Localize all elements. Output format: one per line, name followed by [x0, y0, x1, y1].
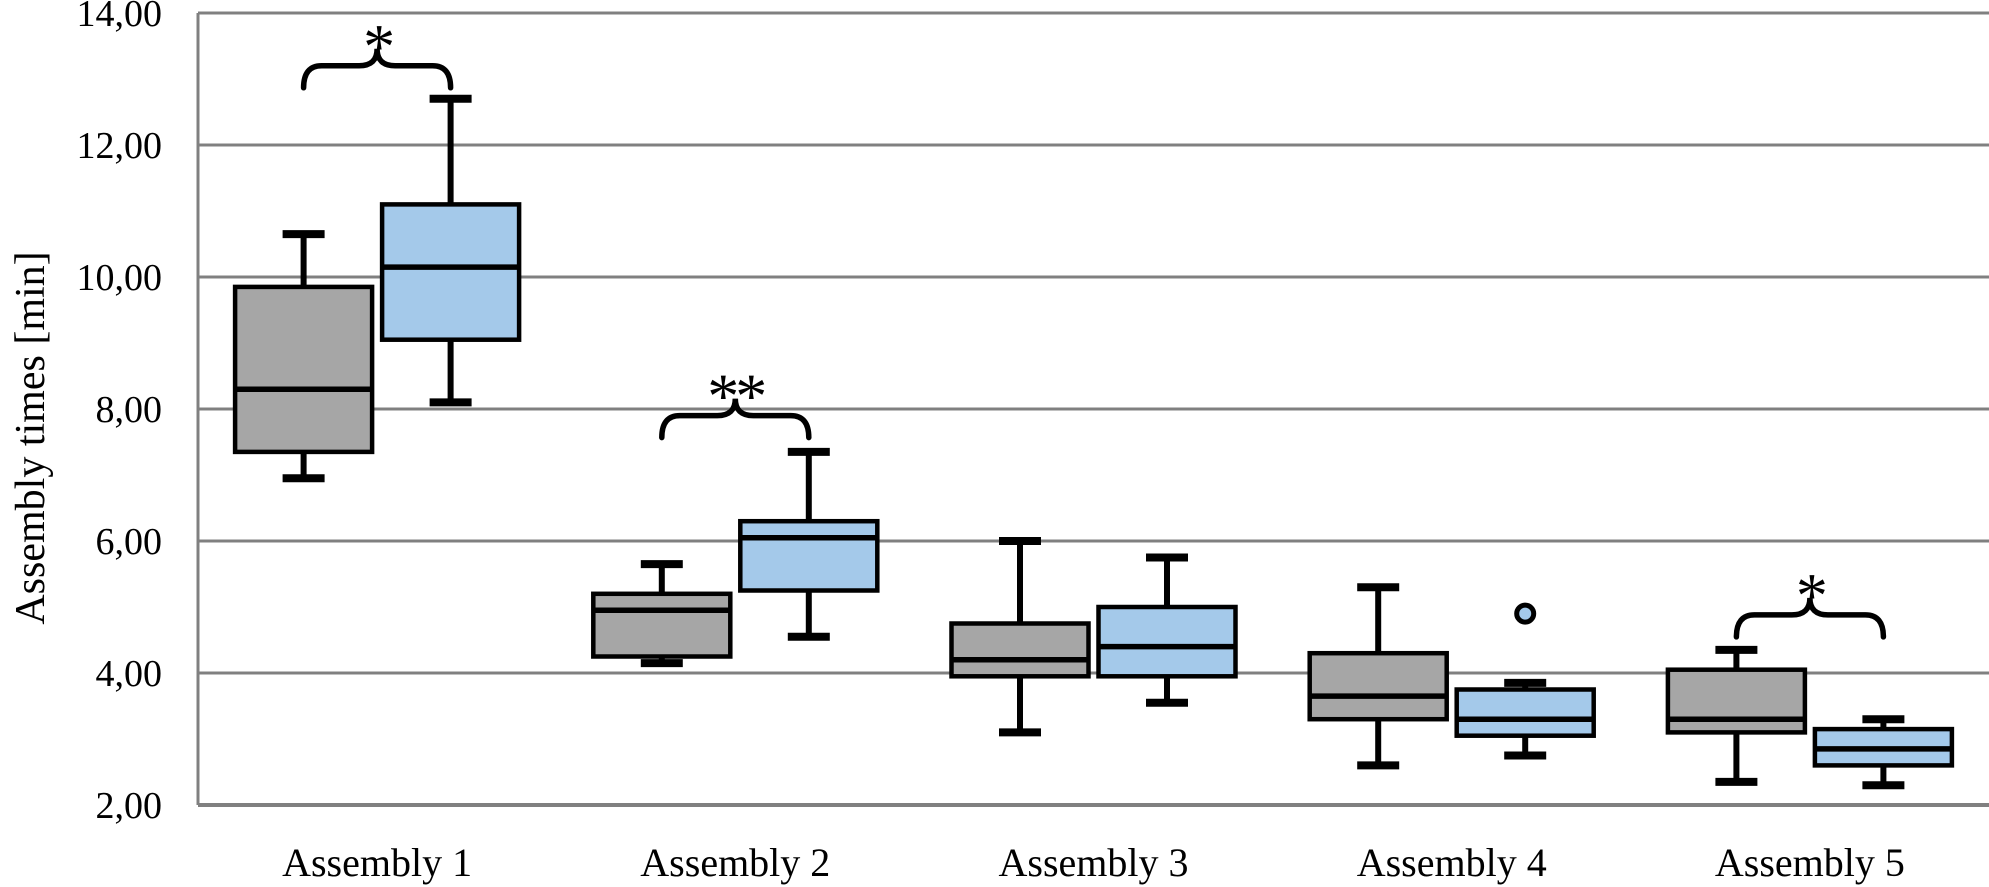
- box-rect: [591, 591, 733, 659]
- x-category-label: Assembly 5: [1715, 840, 1905, 885]
- x-category-label: Assembly 2: [640, 840, 830, 885]
- box-rect: [232, 284, 375, 455]
- significance-brace: [659, 398, 812, 441]
- box-group-gray-2: [591, 560, 733, 668]
- x-category-label: Assembly 4: [1357, 840, 1547, 885]
- box-group-gray-5: [1665, 645, 1808, 786]
- box-rect: [1665, 667, 1808, 735]
- box-group-blue-4: [1454, 602, 1596, 760]
- box-rect: [1307, 650, 1449, 722]
- box-group-blue-5: [1812, 715, 1955, 790]
- significance-stars: *: [363, 11, 392, 82]
- y-tick-label: 4,00: [96, 653, 163, 695]
- box-group-blue-2: [738, 447, 880, 641]
- y-tick-label: 12,00: [77, 125, 163, 167]
- significance-stars: *: [1796, 560, 1825, 631]
- box-rect: [738, 518, 880, 593]
- box-rect: [379, 202, 522, 342]
- y-tick-label: 2,00: [96, 785, 163, 827]
- y-tick-label: 6,00: [96, 521, 163, 563]
- y-tick-label: 10,00: [77, 257, 163, 299]
- box-group-blue-3: [1096, 553, 1238, 707]
- y-axis-title: Assembly times [min]: [8, 251, 54, 624]
- box-rect: [1454, 687, 1596, 738]
- box-group-gray-3: [949, 537, 1091, 737]
- significance-brace: [1733, 597, 1887, 640]
- significance-stars: **: [707, 361, 764, 432]
- x-category-label: Assembly 3: [999, 840, 1189, 885]
- box-group-blue-1: [379, 94, 522, 407]
- y-tick-label: 8,00: [96, 389, 163, 431]
- outlier-point: [1514, 602, 1537, 625]
- box-group-gray-4: [1307, 583, 1449, 770]
- y-tick-label: 14,00: [77, 0, 163, 35]
- box-group-gray-1: [232, 230, 375, 483]
- box-rect: [949, 621, 1091, 679]
- x-category-label: Assembly 1: [282, 840, 472, 885]
- significance-brace: [300, 48, 454, 91]
- box-rect: [1096, 604, 1238, 679]
